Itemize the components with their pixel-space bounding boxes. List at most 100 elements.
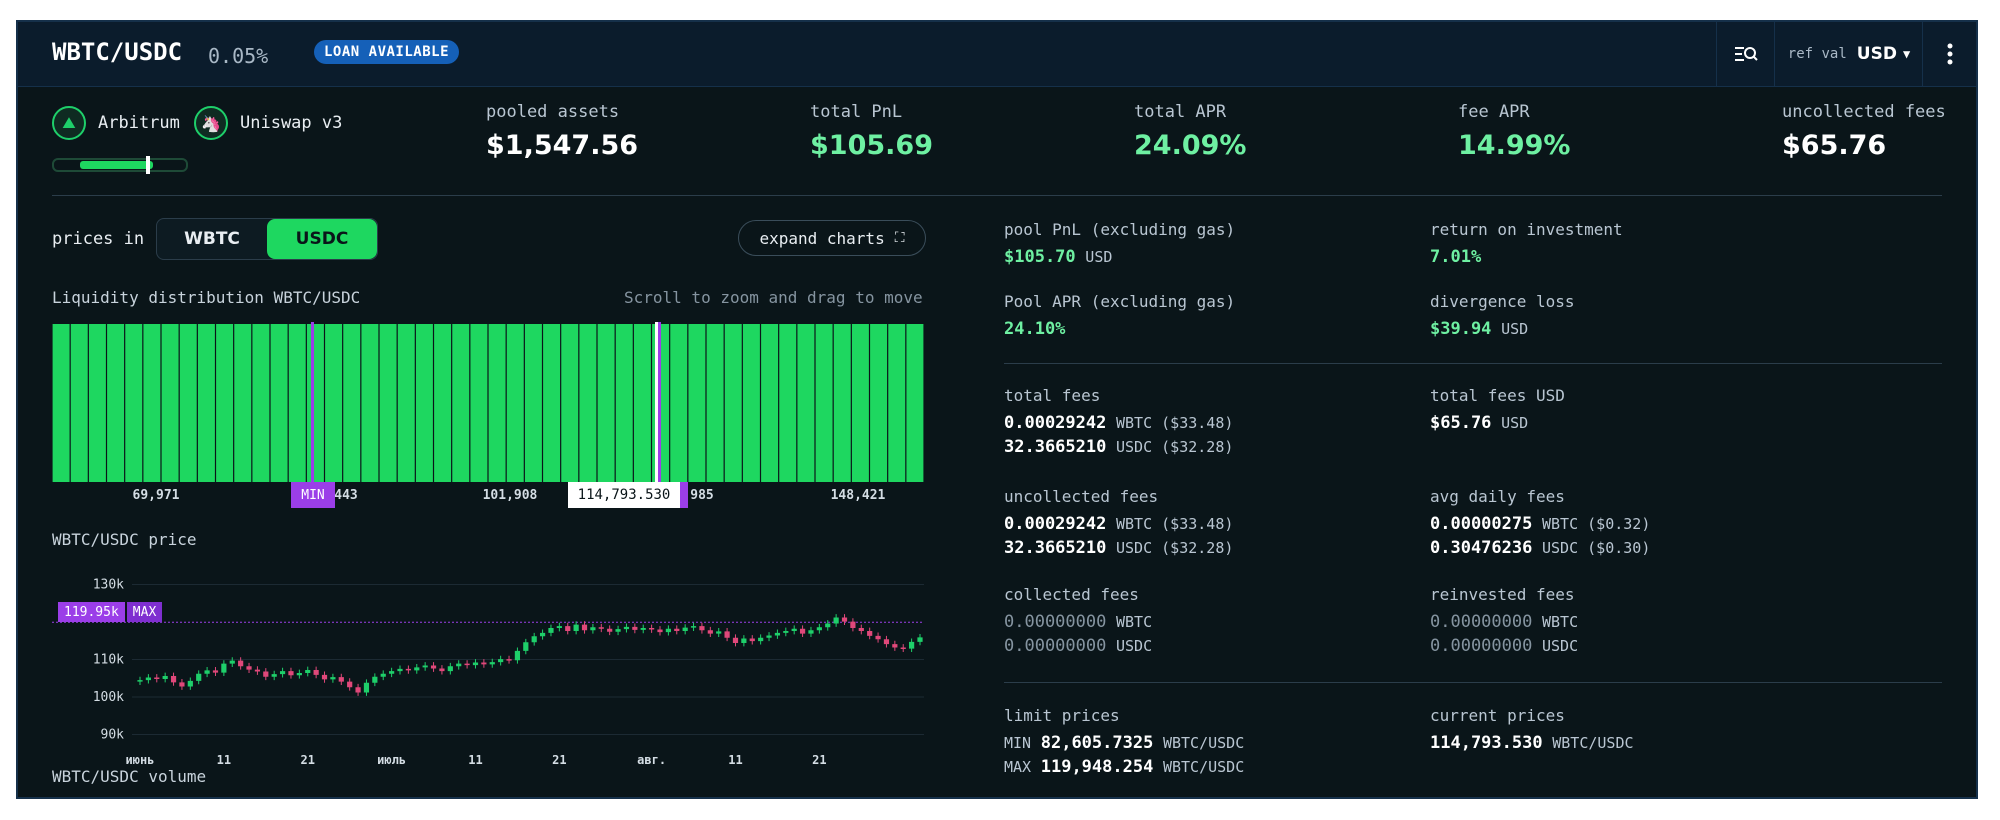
metric-label: total fees: [1004, 386, 1101, 405]
max-line-label: MAX: [126, 602, 163, 622]
x-tick-label: 11: [728, 753, 742, 767]
metric-label: uncollected fees: [1004, 487, 1159, 506]
liquidity-bar: [216, 324, 234, 482]
metric-reinvested-fees: reinvested fees 0.00000000 WBTC 0.000000…: [1430, 585, 1578, 656]
range-current-marker: [146, 156, 150, 174]
liquidity-bar: [452, 324, 470, 482]
liquidity-bar: [615, 324, 633, 482]
liquidity-bar: [52, 324, 70, 482]
candle-body: [154, 677, 160, 679]
liquidity-bar: [125, 324, 143, 482]
more-menu-button[interactable]: [1922, 22, 1976, 86]
volume-chart-title: WBTC/USDC volume: [52, 767, 207, 786]
stat-label: total PnL: [810, 102, 903, 122]
metric-value: 114,793.530: [1430, 733, 1543, 753]
candle-body: [565, 626, 571, 631]
limit-min-label: MIN: [1004, 734, 1032, 752]
metric-unit: WBTC: [1542, 613, 1579, 631]
candle-body: [766, 635, 772, 638]
metric-value: 0.00029242: [1004, 413, 1107, 433]
metric-total-fees: total fees 0.00029242 WBTC ($33.48) 32.3…: [1004, 386, 1233, 457]
candle-body: [481, 662, 487, 665]
candle-body: [632, 626, 638, 630]
metric-unit: USD: [1501, 414, 1529, 432]
expand-charts-label: expand charts: [759, 228, 885, 248]
metric-unit: WBTC: [1116, 613, 1153, 631]
candle-body: [145, 677, 151, 681]
liquidity-hint: Scroll to zoom and drag to move: [624, 288, 923, 307]
limit-max-label: MAX: [1004, 758, 1032, 776]
stat-total-apr: total APR 24.09%: [1134, 102, 1246, 161]
x-tick-label: 21: [301, 753, 315, 767]
candle-body: [447, 666, 453, 672]
ref-val-value: USD: [1856, 44, 1897, 64]
metric-value: 32.3665210: [1004, 538, 1107, 558]
stat-uncollected-fees: uncollected fees $65.76: [1782, 102, 1946, 161]
toggle-wbtc[interactable]: WBTC: [184, 229, 240, 249]
candle-body: [909, 641, 915, 649]
candle-body: [825, 623, 831, 628]
candle-body: [665, 628, 671, 633]
metric-value: $105.70: [1004, 247, 1076, 267]
candle-body: [363, 682, 370, 693]
candle-body: [137, 680, 143, 682]
y-tick-label: 130k: [93, 578, 124, 593]
range-indicator: [52, 156, 188, 174]
candle-body: [900, 647, 906, 649]
candle-body: [187, 680, 193, 687]
candle-body: [816, 627, 822, 631]
liquidity-bar: [288, 324, 306, 482]
max-price-handle[interactable]: [680, 482, 688, 508]
max-price-line: [658, 322, 661, 482]
liquidity-bar: [561, 324, 579, 482]
metric-unit: WBTC ($33.48): [1116, 515, 1234, 533]
candle-body: [640, 628, 646, 630]
candle-body: [380, 673, 386, 677]
candle-body: [162, 676, 168, 679]
liq-tick-label: 443: [334, 488, 358, 503]
candle-body: [741, 638, 747, 643]
search-list-icon: [1735, 47, 1758, 61]
pair-title: WBTC/USDC: [52, 38, 183, 66]
metric-unit: USDC: [1542, 637, 1579, 655]
liquidity-bar: [797, 324, 815, 482]
liquidity-distribution-chart[interactable]: [52, 322, 924, 482]
metric-label: total fees USD: [1430, 386, 1565, 405]
liquidity-bar: [670, 324, 688, 482]
liquidity-bar: [270, 324, 288, 482]
x-tick-label: 11: [468, 753, 482, 767]
candle-body: [514, 650, 521, 661]
candle-body: [548, 628, 554, 633]
candle-body: [372, 676, 378, 683]
candle-body: [439, 668, 445, 672]
candle-body: [397, 668, 403, 672]
metric-unit: USDC ($0.30): [1542, 539, 1651, 557]
liquidity-bar: [779, 324, 797, 482]
expand-charts-button[interactable]: expand charts ⛶: [738, 220, 926, 256]
metric-label: divergence loss: [1430, 292, 1575, 311]
y-tick-label: 100k: [93, 690, 124, 705]
candle-body: [389, 671, 395, 674]
candle-body: [531, 636, 537, 643]
liquidity-bar: [343, 324, 361, 482]
search-list-button[interactable]: [1716, 22, 1775, 86]
metric-unit: USD: [1085, 248, 1113, 266]
liquidity-bar: [833, 324, 851, 482]
x-tick-label: июль: [377, 753, 406, 767]
metric-unit: WBTC/USDC: [1162, 734, 1245, 752]
candle-body: [716, 631, 722, 634]
candle-body: [539, 632, 546, 637]
min-price-tag[interactable]: MIN: [291, 482, 335, 508]
toggle-usdc[interactable]: USDC: [267, 219, 377, 259]
kebab-menu-icon: [1947, 43, 1953, 65]
metric-pool-pnl: pool PnL (excluding gas) $105.70 USD: [1004, 220, 1235, 267]
liquidity-bar: [579, 324, 597, 482]
stat-value: $65.76: [1782, 130, 1887, 161]
loan-available-badge[interactable]: LOAN AVAILABLE: [314, 40, 460, 64]
ref-val-dropdown[interactable]: ref val USD ▼: [1774, 22, 1923, 86]
candle-body: [456, 663, 462, 667]
candle-body: [221, 663, 227, 673]
metrics-divider: [1004, 682, 1942, 683]
candle-body: [724, 631, 730, 638]
